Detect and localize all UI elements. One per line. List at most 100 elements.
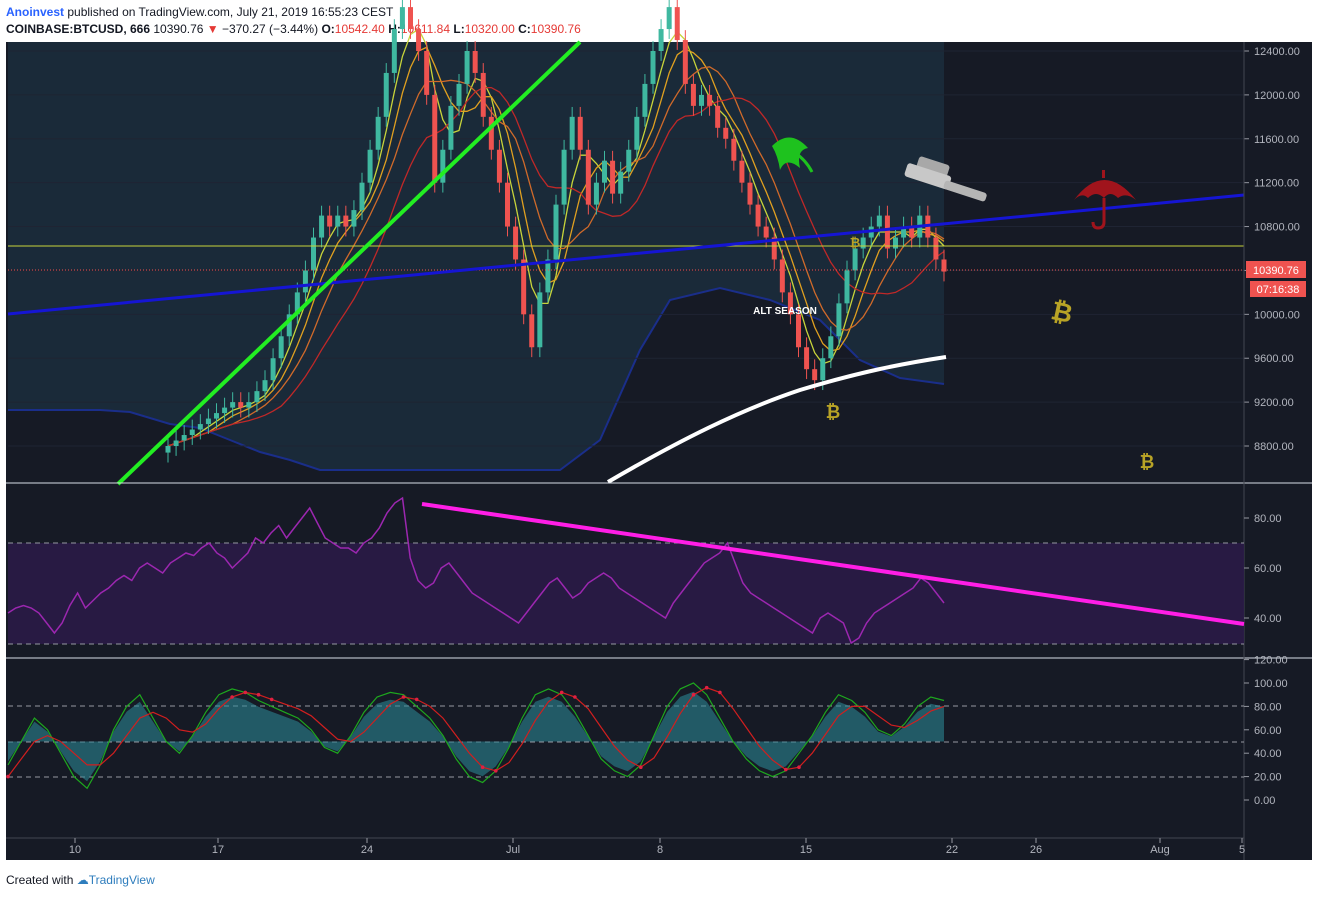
countdown-tag <box>1250 281 1306 297</box>
candle <box>294 282 300 325</box>
candle <box>707 85 713 116</box>
candle <box>424 41 430 105</box>
change-down-icon: ▼ <box>206 22 219 36</box>
candle <box>610 150 616 204</box>
candle <box>189 419 195 445</box>
signal-dot <box>414 697 419 702</box>
signal-dot <box>480 765 485 769</box>
candle <box>836 293 842 347</box>
candle <box>173 430 179 456</box>
candle <box>319 205 325 248</box>
candle <box>577 106 583 160</box>
signal-dot <box>691 692 696 697</box>
candle <box>343 205 349 237</box>
stoch-tick-label: 20.00 <box>1254 772 1282 784</box>
candle <box>593 172 599 215</box>
signal-dot <box>6 774 10 779</box>
candle <box>472 41 478 83</box>
stoch-tick-label: 100.00 <box>1254 678 1288 690</box>
candle <box>230 392 236 418</box>
bitcoin-icon[interactable]: ₿ <box>1140 452 1155 472</box>
candle <box>585 139 591 215</box>
candle <box>464 41 470 94</box>
candle <box>383 63 389 127</box>
bitcoin-icon[interactable]: ₿ <box>850 235 861 250</box>
time-tick-label: Aug <box>1150 844 1170 856</box>
candle-series <box>165 0 947 463</box>
candle <box>634 106 640 160</box>
candle <box>602 150 607 193</box>
candle <box>302 260 308 303</box>
candle <box>941 249 947 282</box>
candle <box>642 74 648 127</box>
last-price-tag <box>1246 261 1306 278</box>
candle <box>205 408 211 434</box>
open-label: O: <box>321 22 335 36</box>
tradingview-brand[interactable]: TradingView <box>88 873 155 887</box>
candle <box>513 216 519 270</box>
candle <box>214 403 219 429</box>
candle <box>747 172 753 215</box>
publish-text: published on TradingView.com, July 21, 2… <box>67 5 394 19</box>
price-tick-label: 8800.00 <box>1254 441 1294 453</box>
candle <box>933 227 939 270</box>
rsi-axis[interactable]: 80.00 60.00 40.00 <box>1244 513 1282 625</box>
candle <box>844 260 850 314</box>
candle <box>270 348 276 391</box>
time-axis[interactable]: 10 17 24 Jul 8 15 22 26 Aug 5 <box>69 838 1245 856</box>
moving-average-line <box>167 28 945 447</box>
rsi-tick-label: 40.00 <box>1254 613 1282 625</box>
candle <box>739 150 745 193</box>
bull-horn-icon[interactable] <box>772 137 814 173</box>
tradingview-logo-icon[interactable]: ☁ <box>76 873 89 887</box>
low-label: L: <box>453 22 465 36</box>
candle <box>351 200 357 237</box>
stochastic-axis[interactable]: 120.00 100.00 80.00 60.00 40.00 20.00 0.00 <box>1244 655 1288 807</box>
bitcoin-icon[interactable]: ₿ <box>826 402 841 422</box>
signal-dot <box>401 695 406 699</box>
svg-text:₿: ₿ <box>850 235 861 250</box>
stoch-histogram-fill <box>8 691 944 782</box>
stoch-tick-label: 80.00 <box>1254 701 1282 713</box>
rsi-trendline[interactable] <box>421 502 1245 626</box>
candle <box>496 139 502 193</box>
candle <box>311 227 316 281</box>
stoch-k-line[interactable] <box>7 682 945 790</box>
symbol-label: COINBASE:BTCUSD, 666 <box>6 22 151 36</box>
candle <box>779 249 785 303</box>
rsi-line[interactable] <box>7 496 945 645</box>
blue-trendline[interactable] <box>7 193 1245 316</box>
umbrella-icon[interactable] <box>1074 170 1136 230</box>
signal-dot <box>797 765 801 769</box>
price-axis[interactable]: 12400.00 12000.00 11600.00 11200.00 10800.00… <box>1244 46 1300 453</box>
green-trendline[interactable] <box>116 40 582 486</box>
signal-dot <box>559 690 564 695</box>
time-tick-label: Jul <box>506 844 520 856</box>
candle <box>715 95 721 138</box>
candle <box>222 397 228 423</box>
time-tick-label: 22 <box>946 844 958 856</box>
candle <box>391 19 397 83</box>
candle <box>893 227 898 259</box>
stoch-signal-dots <box>6 685 801 779</box>
white-moving-average[interactable] <box>606 355 947 484</box>
candle <box>488 106 494 160</box>
stoch-d-line[interactable] <box>7 687 945 777</box>
time-tick-label: 26 <box>1030 844 1042 856</box>
signal-dot <box>704 685 709 690</box>
candle <box>238 392 244 418</box>
moving-average-line <box>167 46 945 447</box>
candle <box>537 282 543 358</box>
hammer-icon[interactable] <box>904 153 992 202</box>
candle <box>165 436 171 463</box>
last-price: 10390.76 <box>153 22 204 36</box>
candle <box>618 161 624 204</box>
author-name[interactable]: Anoinvest <box>6 5 65 19</box>
moving-average-line <box>167 86 945 447</box>
stoch-tick-label: 40.00 <box>1254 748 1282 760</box>
countdown-label: 07:16:38 <box>1257 284 1300 296</box>
open-value: 10542.40 <box>334 22 385 36</box>
candle <box>278 326 284 369</box>
candle <box>682 30 688 94</box>
